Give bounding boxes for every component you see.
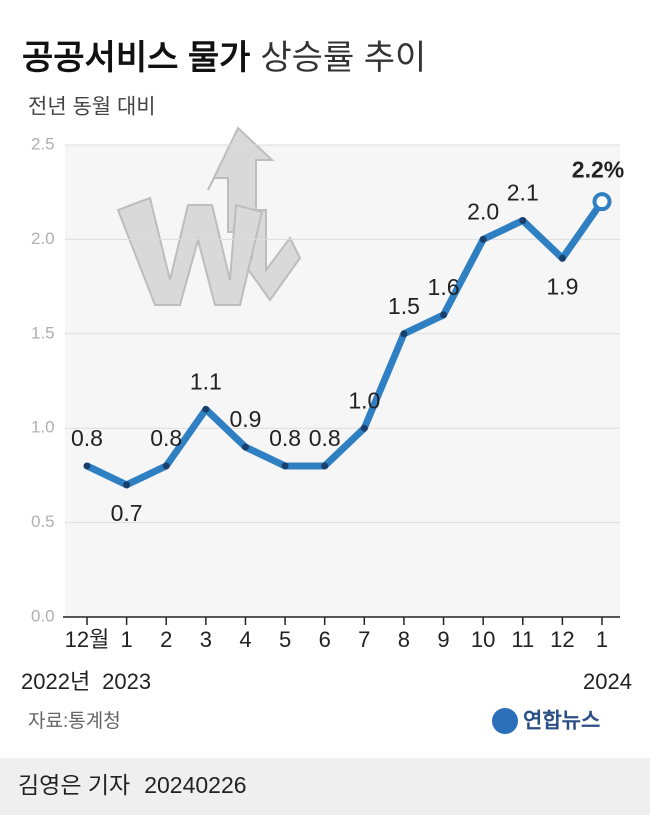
y-tick-label: 1.0 [31,418,55,437]
source: 자료:통계청 [28,710,121,732]
y-tick-label: 2.5 [31,134,55,153]
value-label: 0.7 [111,500,143,526]
subtitle: 전년 동월 대비 [28,96,156,119]
point [400,330,408,338]
x-tick-label: 12월 [65,627,110,652]
value-label: 0.8 [269,425,301,451]
y-tick-label: 0.0 [31,606,55,625]
footer-band [0,758,650,815]
value-label: 2.2% [572,157,624,183]
point [558,254,566,262]
point [281,462,289,470]
x-tick-label: 6 [319,627,331,652]
x-tick-label: 5 [279,627,291,652]
point [479,235,487,243]
x-tick-label: 1 [596,627,608,652]
x-sublabel: 2024 [583,669,632,694]
point [519,217,527,225]
x-tick-label: 9 [437,627,449,652]
value-label: 1.1 [190,368,222,394]
x-tick-label: 11 [511,627,534,652]
logo: 연합뉴스 [523,710,600,733]
point [83,462,91,470]
point [360,424,368,432]
byline: 김영은 기자 20240226 [18,772,247,798]
y-tick-label: 2.0 [31,229,55,248]
byline-date: 20240226 [144,772,246,798]
title-main: 공공서비스 물가 [22,39,250,77]
x-tick-label: 3 [200,627,212,652]
point [123,481,131,489]
x-tick-label: 8 [398,627,410,652]
data-line [85,199,605,489]
x-tick-label: 4 [239,627,251,652]
point [321,462,329,470]
x-tick-label: 12 [550,627,574,652]
value-label: 0.8 [309,425,341,451]
byline-name: 김영은 기자 [18,772,130,798]
y-tick-label: 1.5 [31,323,55,342]
value-label: 2.0 [467,198,499,224]
title-suffix: 상승률 추이 [260,39,426,77]
value-label: 0.9 [229,406,261,432]
chart-title: 공공서비스 물가 상승률 추이 [22,39,426,77]
y-tick-label: 0.5 [31,512,55,531]
value-label: 2.1 [507,180,539,206]
value-label: 0.8 [150,425,182,451]
point [592,192,612,212]
point [440,311,448,319]
value-label: 1.9 [546,273,578,299]
point [241,443,249,451]
x-sublabel: 2023 [102,669,151,694]
x-tick-label: 7 [358,627,370,652]
x-tick-label: 2 [160,627,172,652]
value-label: 1.6 [428,274,460,300]
value-label: 1.5 [388,293,420,319]
logo-icon [492,708,518,734]
x-sublabel: 2022년 [21,669,90,694]
x-tick-label: 1 [120,627,132,652]
point [202,405,210,413]
currency-icon [116,126,302,306]
x-tick-label: 10 [471,627,495,652]
value-label: 1.0 [348,387,380,413]
point [162,462,170,470]
value-label: 0.8 [71,425,103,451]
